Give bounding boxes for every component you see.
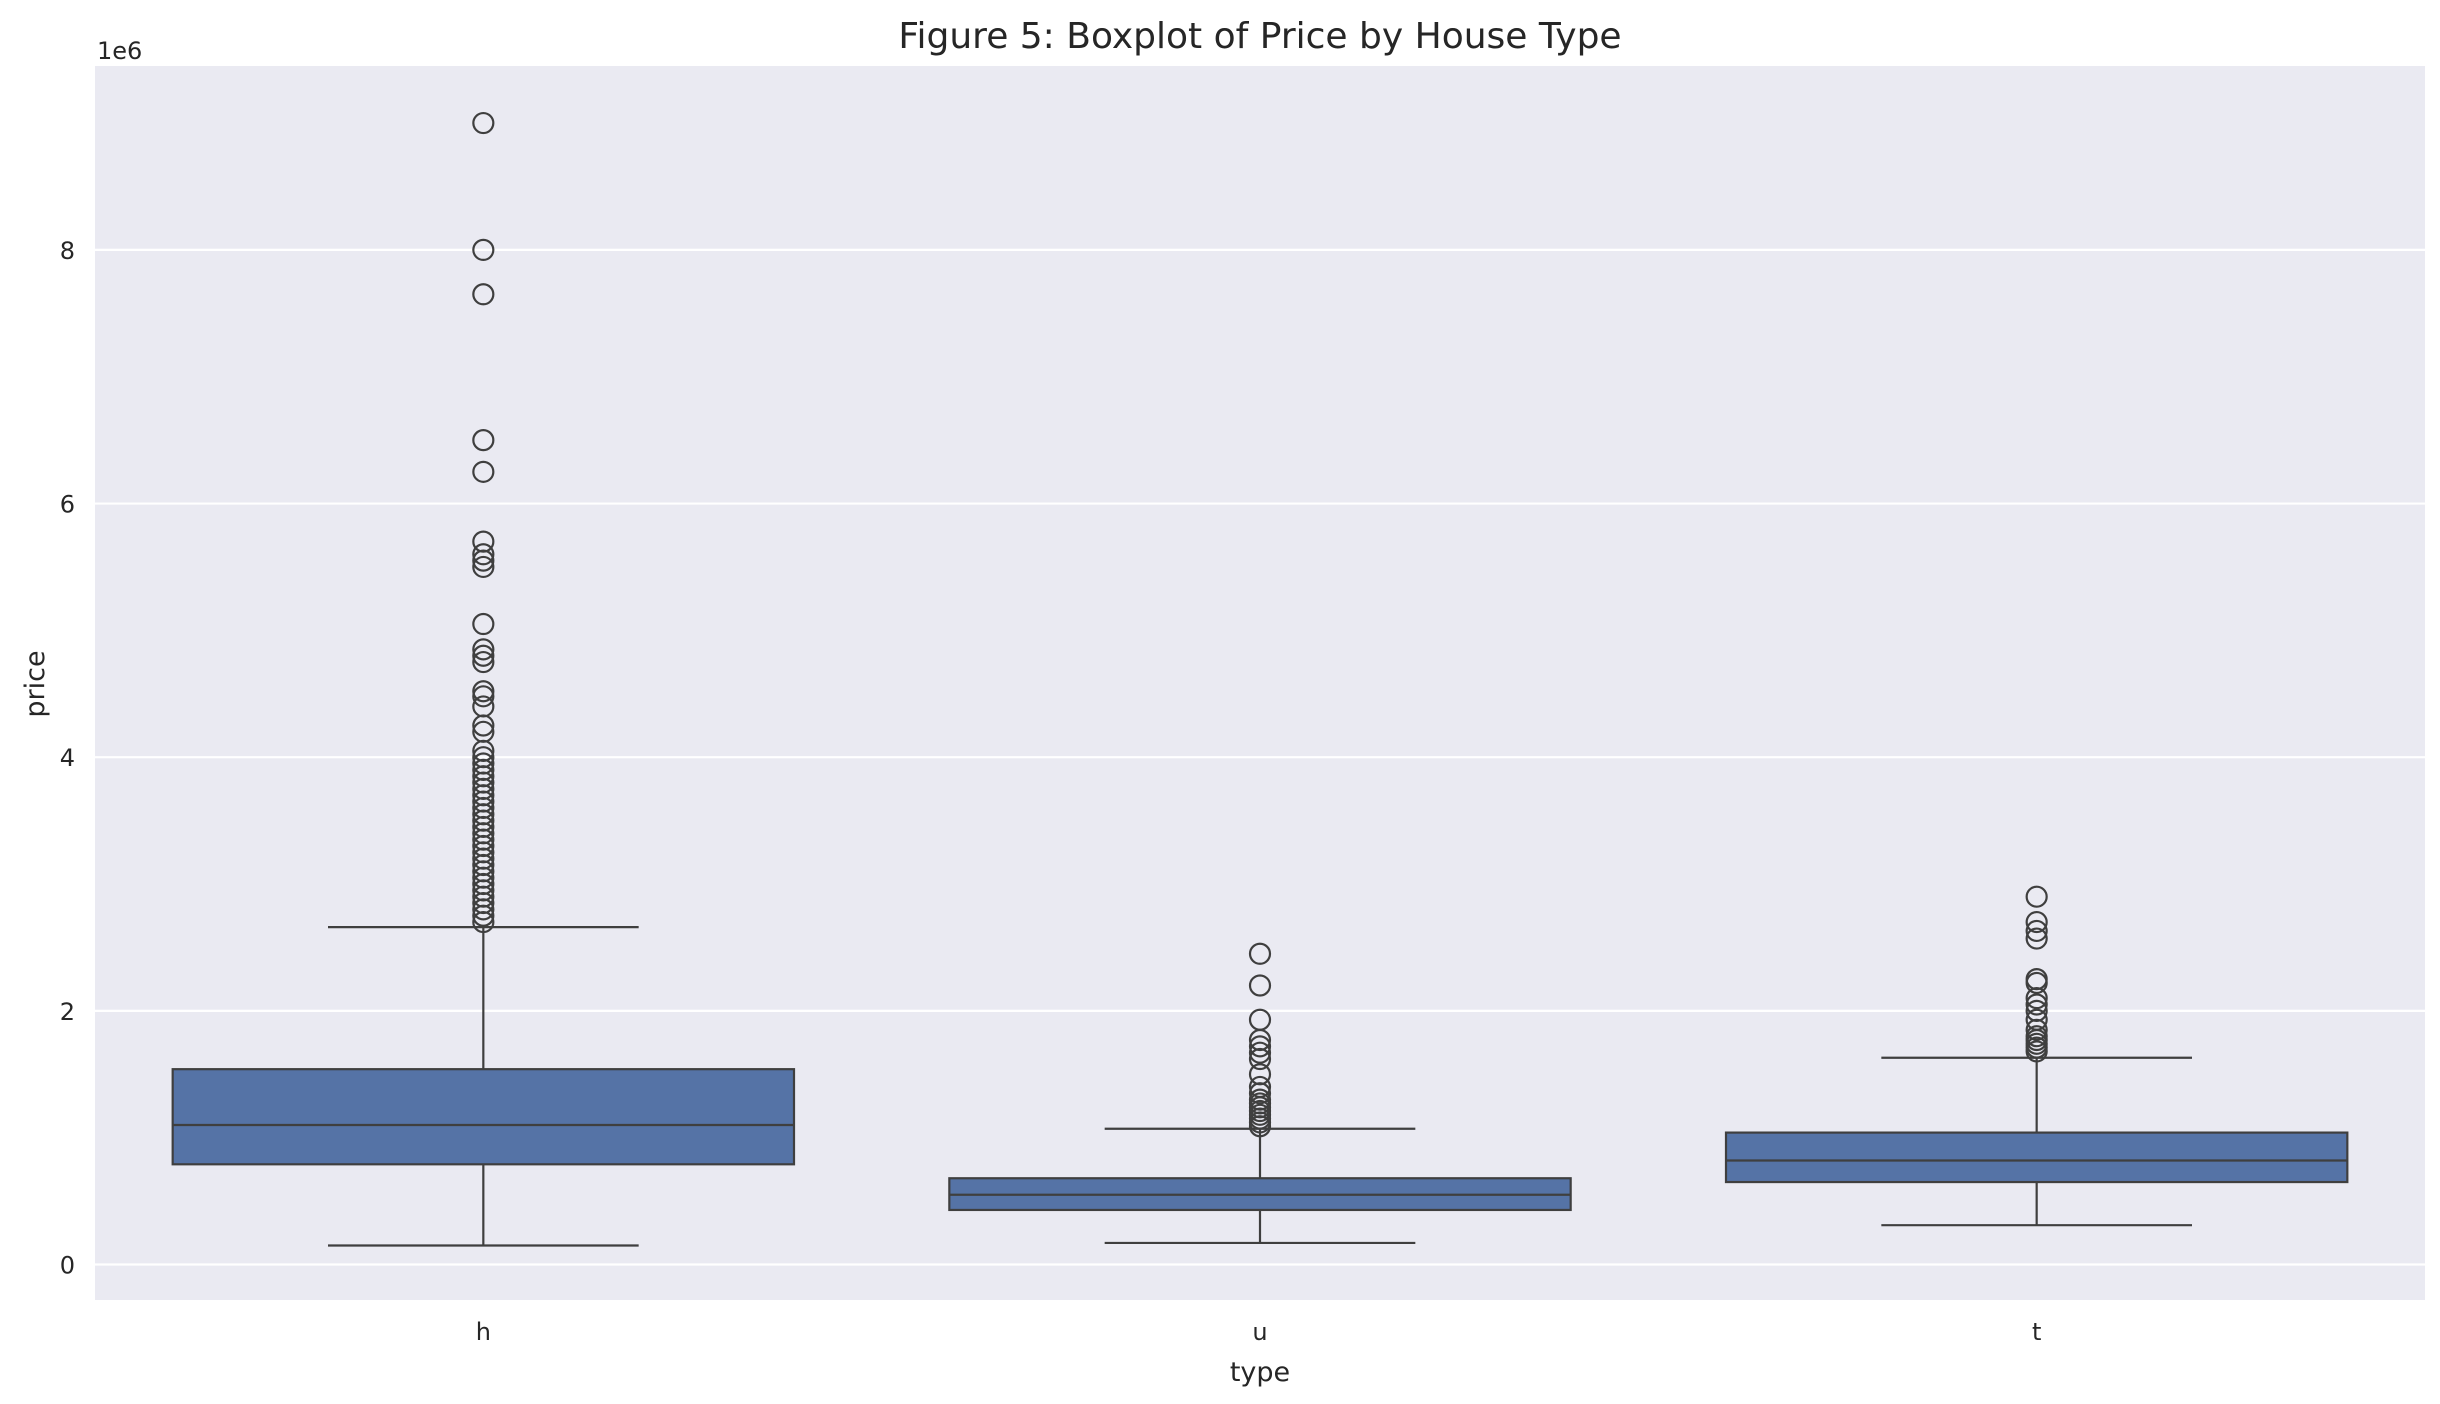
outlier-point: [472, 650, 495, 674]
outlier-point: [472, 714, 495, 737]
x-axis-label: type: [1230, 1357, 1290, 1388]
chart-title: Figure 5: Boxplot of Price by House Type: [898, 16, 1621, 57]
boxes: [171, 111, 2349, 1247]
box-group-h: [171, 111, 796, 1247]
outlier-point: [472, 283, 495, 306]
y-axis-label: price: [20, 650, 51, 717]
outlier-point: [1248, 942, 1272, 965]
outlier-point: [1248, 1047, 1272, 1071]
y-scale-label: 1e6: [97, 37, 142, 65]
outlier-point: [472, 543, 495, 566]
outlier-point: [1248, 1035, 1272, 1058]
outlier-point: [2025, 971, 2048, 995]
outlier-point: [2025, 910, 2048, 934]
outlier-point: [472, 910, 495, 934]
outlier-point: [472, 898, 495, 921]
y-tick-label: 6: [60, 491, 75, 519]
x-tick-label: t: [2032, 1318, 2041, 1346]
outlier-point: [472, 429, 495, 452]
outlier-point: [472, 638, 495, 661]
outlier-point: [472, 612, 495, 636]
x-tick-label: h: [476, 1318, 491, 1346]
outlier-point: [1248, 1041, 1272, 1064]
outlier-point: [2025, 927, 2048, 950]
outlier-point: [472, 555, 495, 579]
outlier-point: [1248, 1082, 1272, 1105]
outlier-point: [472, 460, 495, 483]
y-tick-label: 4: [60, 744, 75, 772]
iqr-box: [171, 1068, 796, 1166]
outlier-point: [472, 644, 495, 667]
y-tick-label: 8: [60, 237, 75, 265]
outlier-point: [2025, 919, 2048, 943]
iqr-box: [1724, 1131, 2349, 1184]
outlier-point: [2025, 987, 2048, 1010]
outlier-point: [472, 111, 495, 135]
tick-labels: 0 2 4 6 8 h u t: [60, 237, 2042, 1346]
outlier-point: [1248, 1115, 1272, 1138]
outlier-point: [2025, 1040, 2048, 1063]
outlier-point: [2025, 885, 2048, 908]
box-group-u: [948, 942, 1572, 1245]
outlier-point: [472, 685, 495, 708]
outlier-point: [472, 904, 495, 927]
outlier-point: [1248, 974, 1272, 997]
y-tick-label: 2: [60, 998, 75, 1026]
outlier-point: [2025, 1018, 2048, 1041]
outlier-point: [472, 238, 495, 261]
outlier-point: [2025, 993, 2048, 1016]
y-tick-label: 0: [60, 1251, 75, 1279]
outlier-point: [472, 549, 495, 572]
x-tick-label: u: [1252, 1318, 1267, 1346]
box-group-t: [1724, 885, 2349, 1227]
outlier-point: [472, 680, 495, 703]
